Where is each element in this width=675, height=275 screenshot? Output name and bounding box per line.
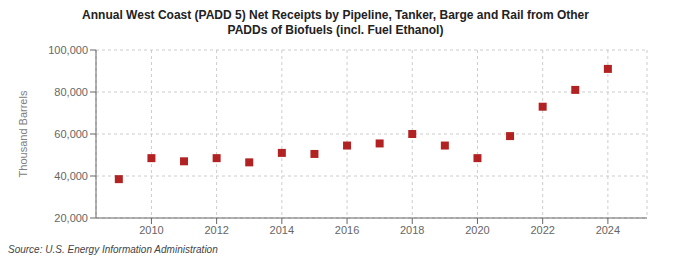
svg-text:60,000: 60,000: [54, 128, 88, 140]
html-text:Annual West Coast (PADD 5) Net: Annual West Coast (PADD 5) Net Receipts …: [82, 8, 589, 22]
svg-text:2018: 2018: [400, 224, 424, 236]
svg-text:Thousand Barrels: Thousand Barrels: [17, 90, 29, 177]
svg-text:2016: 2016: [335, 224, 359, 236]
svg-text:2012: 2012: [204, 224, 228, 236]
svg-text:2014: 2014: [270, 224, 294, 236]
svg-text:80,000: 80,000: [54, 86, 88, 98]
svg-text:2020: 2020: [465, 224, 489, 236]
svg-text:40,000: 40,000: [54, 170, 88, 182]
svg-text:2022: 2022: [530, 224, 554, 236]
html-text:Source: U.S. Energy Informatio: Source: U.S. Energy Information Administ…: [8, 244, 218, 255]
html-text:PADDs of Biofuels (incl. Fuel: PADDs of Biofuels (incl. Fuel Ethanol): [227, 23, 444, 37]
svg-text:2010: 2010: [139, 224, 163, 236]
svg-text:100,000: 100,000: [48, 44, 88, 56]
svg-text:2024: 2024: [596, 224, 620, 236]
svg-text:20,000: 20,000: [54, 212, 88, 224]
